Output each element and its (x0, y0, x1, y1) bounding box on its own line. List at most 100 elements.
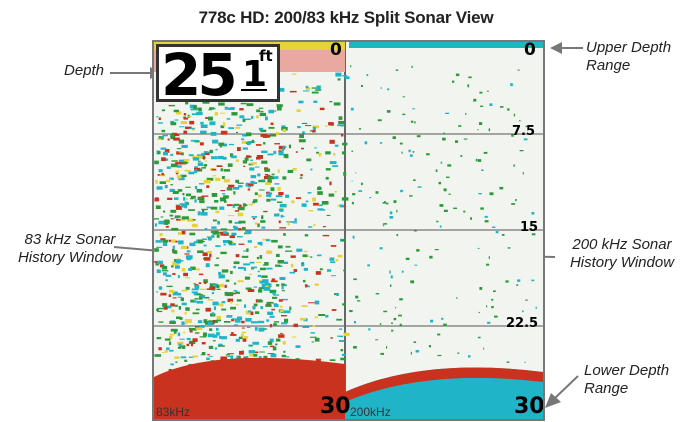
sonar-echo (484, 215, 488, 218)
sonar-echo (435, 169, 438, 172)
sonar-echo (158, 220, 165, 225)
sonar-echo (200, 212, 208, 216)
sonar-echo (265, 239, 271, 242)
sonar-echo (183, 272, 188, 277)
page-title: 778c HD: 200/83 kHz Split Sonar View (198, 8, 494, 27)
sonar-echo (212, 334, 218, 338)
sonar-echo (315, 271, 321, 275)
sonar-echo (280, 332, 283, 334)
sonar-echo (230, 355, 233, 360)
sonar-echo (189, 120, 195, 125)
sonar-echo (256, 256, 259, 260)
sonar-echo (270, 187, 275, 192)
sonar-echo (278, 208, 284, 212)
sonar-echo (181, 260, 184, 262)
sonar-echo (531, 279, 535, 282)
sonar-echo (181, 268, 186, 272)
sonar-echo (483, 151, 488, 154)
sonar-echo (273, 294, 280, 296)
sonar-echo (243, 356, 249, 360)
sonar-echo (245, 230, 252, 234)
sonar-echo (179, 345, 186, 348)
sonar-echo (195, 326, 201, 328)
sonar-echo (265, 282, 270, 287)
sonar-echo (353, 321, 356, 324)
sonar-echo (216, 315, 221, 320)
sonar-echo (261, 179, 266, 181)
sonar-echo (274, 321, 279, 323)
sonar-echo (281, 285, 284, 290)
sonar-echo (248, 310, 251, 313)
sonar-echo (337, 78, 341, 81)
sonar-echo (398, 314, 402, 317)
sonar-echo (290, 263, 294, 268)
sonar-echo (298, 100, 304, 104)
history-200-line2: History Window (569, 254, 675, 271)
sonar-echo (489, 192, 494, 196)
sonar-echo (166, 347, 170, 350)
sonar-echo (252, 218, 256, 220)
sonar-echo (499, 186, 504, 190)
sonar-echo (243, 263, 251, 266)
sonar-echo (334, 293, 339, 296)
sonar-echo (210, 230, 214, 233)
sonar-echo (260, 267, 266, 271)
sonar-echo (253, 354, 258, 357)
sonar-echo (315, 358, 321, 363)
sonar-echo (227, 215, 235, 217)
sonar-echo (384, 201, 386, 203)
sonar-echo (185, 198, 189, 200)
sonar-echo (188, 171, 195, 175)
sonar-echo (321, 201, 329, 205)
sonar-echo (183, 130, 187, 134)
sonar-echo (224, 200, 227, 203)
sonar-echo (457, 352, 460, 354)
sonar-echo (253, 246, 258, 248)
sonar-echo (215, 210, 220, 214)
sonar-echo (491, 298, 494, 301)
sonar-echo (156, 246, 163, 248)
sonar-echo (177, 296, 182, 298)
sonar-echo (211, 312, 215, 316)
sonar-echo (158, 169, 163, 173)
sonar-echo (205, 117, 208, 119)
sonar-echo (303, 267, 308, 271)
sonar-echo (525, 125, 530, 128)
sonar-echo (480, 105, 484, 107)
sonar-echo (246, 248, 249, 252)
sonar-echo (355, 295, 359, 299)
sonar-echo (333, 102, 341, 106)
sonar-echo (220, 125, 225, 129)
sonar-echo (200, 124, 208, 128)
sonar-echo (185, 193, 191, 197)
sonar-echo (352, 193, 356, 196)
sonar-echo (179, 126, 185, 128)
sonar-echo (277, 106, 282, 111)
sonar-echo (258, 194, 262, 198)
sonar-echo (257, 173, 261, 177)
sonar-echo (220, 356, 227, 361)
sonar-echo (222, 240, 230, 244)
history-83-line1: 83 kHz Sonar (24, 231, 116, 248)
sonar-echo (171, 227, 179, 231)
sonar-echo (412, 151, 415, 153)
sonar-echo (244, 157, 249, 161)
sonar-echo (174, 215, 181, 218)
sonar-echo (203, 179, 211, 184)
sonar-echo (179, 317, 183, 320)
sonar-echo (257, 270, 260, 273)
sonar-echo (258, 107, 264, 109)
sonar-echo (261, 215, 264, 220)
sonar-echo (219, 335, 222, 339)
sonar-echo (260, 241, 263, 246)
sonar-echo (162, 239, 169, 243)
sonar-echo (468, 355, 471, 358)
sonar-echo (209, 283, 216, 288)
sonar-echo (311, 87, 318, 89)
sonar-echo (487, 321, 491, 324)
sonar-echo (395, 69, 399, 71)
sonar-echo (188, 268, 193, 271)
sonar-echo (353, 278, 357, 281)
sonar-echo (222, 193, 226, 195)
sonar-echo (535, 306, 537, 309)
